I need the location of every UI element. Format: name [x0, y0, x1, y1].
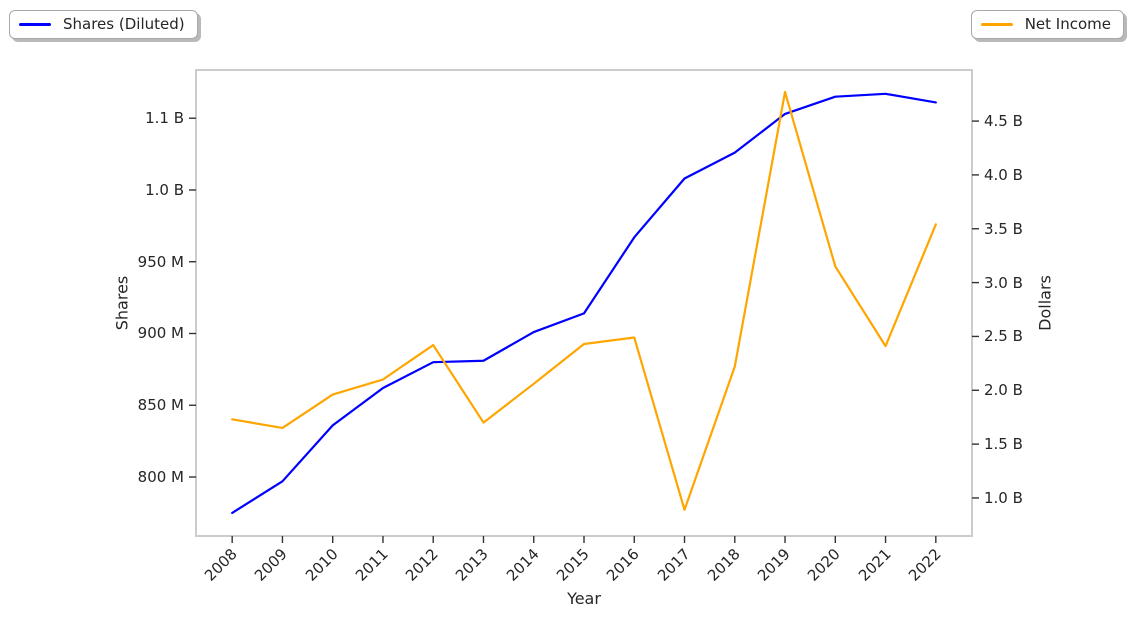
legend-line-sample-blue: [19, 23, 51, 26]
right-y-tick-label: 3.0 B: [984, 273, 1023, 292]
left-y-axis-label: Shares: [112, 275, 132, 331]
legend-line-sample-orange: [980, 23, 1013, 26]
x-axis-label: Year: [567, 589, 601, 608]
left-y-tick-label: 1.1 B: [145, 109, 184, 128]
left-y-tick-label: 1.0 B: [145, 180, 184, 199]
legend-shares-diluted: Shares (Diluted): [9, 10, 198, 39]
right-y-tick-label: 2.5 B: [984, 327, 1023, 346]
legend-net-income: Net Income: [970, 10, 1124, 39]
right-y-tick-label: 3.5 B: [984, 219, 1023, 238]
right-y-tick-label: 1.0 B: [984, 488, 1023, 507]
plot-area: [195, 69, 973, 537]
right-y-tick-label: 4.0 B: [984, 165, 1023, 184]
left-y-tick-label: 900 M: [137, 324, 184, 343]
legend-label-net-income: Net Income: [1024, 15, 1111, 33]
left-y-tick-label: 850 M: [137, 396, 184, 415]
right-y-tick-label: 4.5 B: [984, 112, 1023, 131]
legend-label-shares-diluted: Shares (Diluted): [63, 15, 185, 33]
left-y-tick-label: 950 M: [137, 252, 184, 271]
right-y-tick-label: 1.5 B: [984, 435, 1023, 454]
right-y-axis-label: Dollars: [1035, 275, 1055, 331]
right-y-tick-label: 2.0 B: [984, 381, 1023, 400]
left-y-tick-label: 800 M: [137, 468, 184, 487]
